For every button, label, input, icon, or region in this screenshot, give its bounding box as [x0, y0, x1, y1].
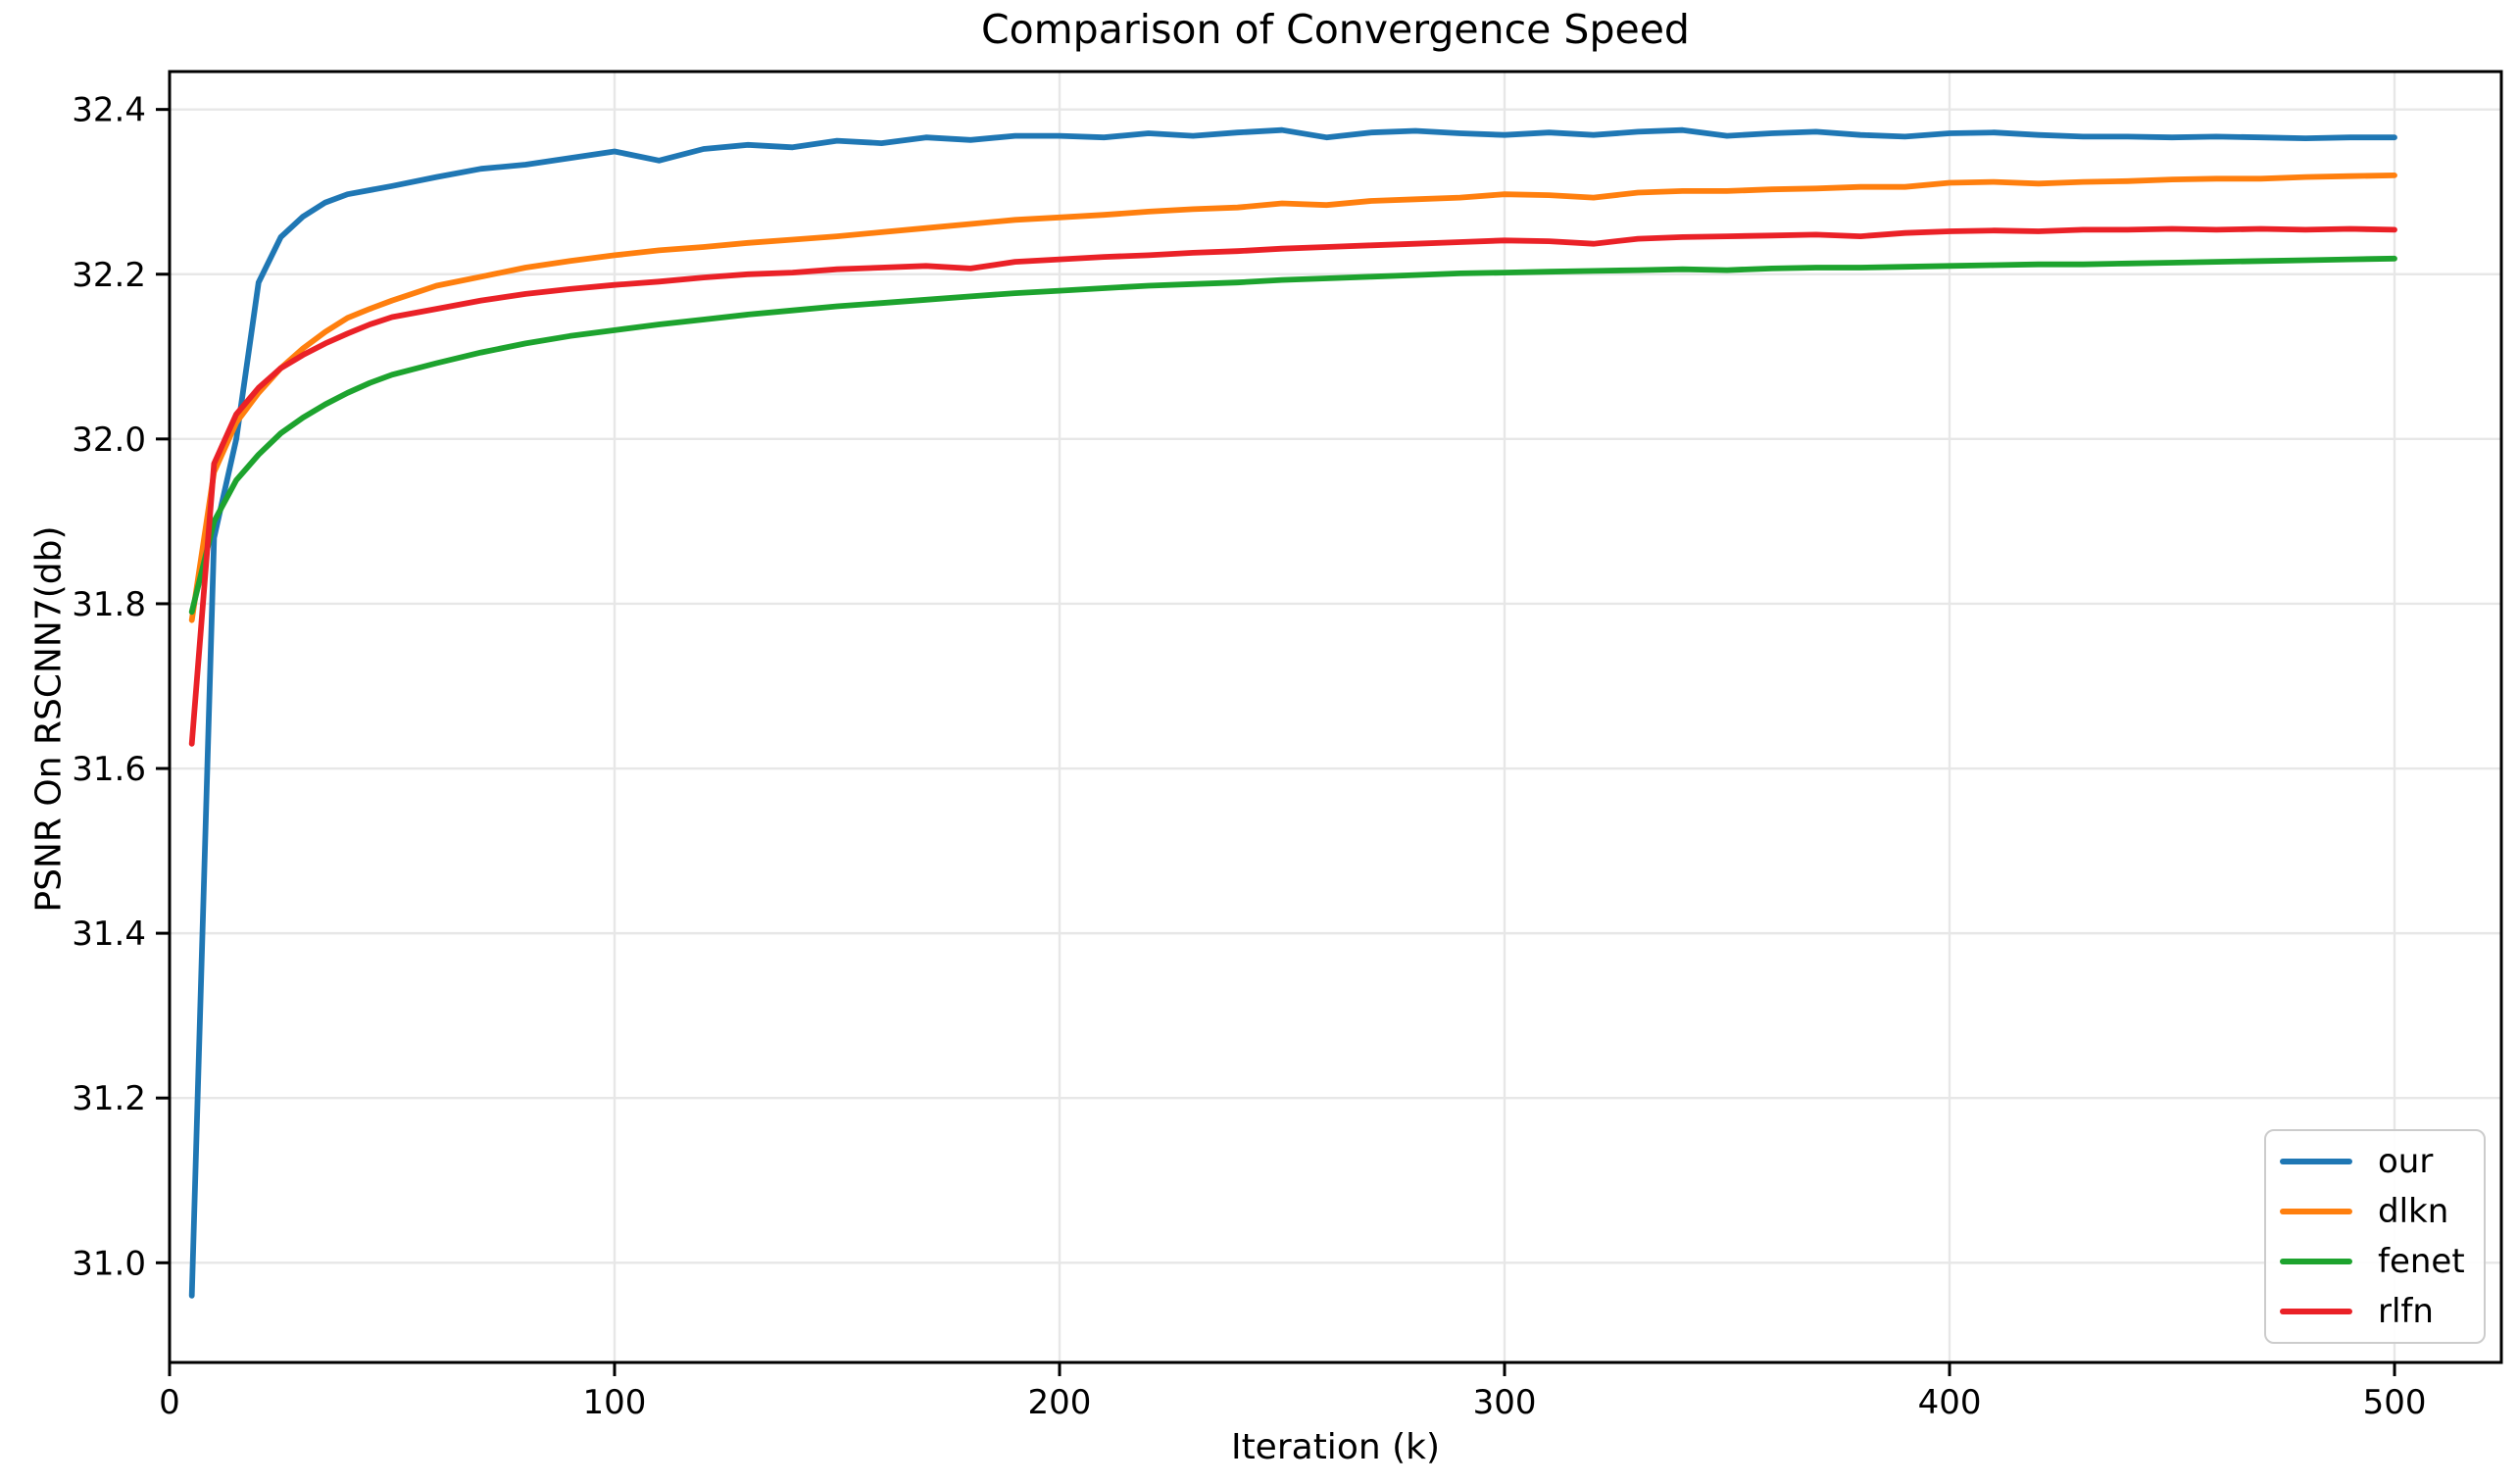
legend-item: rlfn — [2266, 1295, 2484, 1328]
chart-title: Comparison of Convergence Speed — [981, 6, 1690, 53]
x-tick-label: 300 — [1473, 1383, 1537, 1422]
x-tick-label: 200 — [1028, 1383, 1092, 1422]
legend-label: rlfn — [2378, 1291, 2434, 1331]
y-tick-label: 31.6 — [72, 750, 146, 789]
x-axis-label: Iteration (k) — [1230, 1427, 1441, 1467]
legend-swatch-dlkn-line — [2280, 1209, 2352, 1215]
x-tick-label: 100 — [583, 1383, 647, 1422]
y-tick-label: 32.0 — [72, 420, 146, 460]
y-tick-label: 31.0 — [72, 1244, 146, 1283]
axes-spines — [168, 70, 2503, 1364]
legend-swatch-rlfn-line — [2280, 1308, 2352, 1314]
y-tick-label: 31.8 — [72, 585, 146, 624]
y-tick-label: 32.2 — [72, 256, 146, 295]
legend-swatch-fenet-line — [2280, 1258, 2352, 1264]
legend-label: dlkn — [2378, 1192, 2449, 1232]
x-tick-label: 0 — [159, 1383, 180, 1422]
series-line-fenet — [188, 255, 2397, 616]
x-tick-label: 500 — [2363, 1383, 2427, 1422]
y-tick-label: 32.4 — [72, 91, 146, 130]
y-tick-label: 31.2 — [72, 1079, 146, 1118]
series-line-our — [188, 126, 2397, 1299]
legend-item: dlkn — [2266, 1195, 2484, 1228]
series-line-rlfn — [188, 225, 2397, 747]
y-axis-label: PSNR On RSCNN7(db) — [28, 525, 70, 913]
legend-swatch-our-line — [2280, 1159, 2352, 1165]
legend: our dlkn fenet rlfn — [2264, 1129, 2486, 1344]
series-line-dlkn — [188, 172, 2397, 623]
y-tick-label: 31.4 — [72, 915, 146, 954]
x-tick-label: 400 — [1918, 1383, 1982, 1422]
legend-label: our — [2378, 1142, 2434, 1182]
legend-item: fenet — [2266, 1245, 2484, 1278]
legend-label: fenet — [2378, 1241, 2465, 1281]
legend-item: our — [2266, 1145, 2484, 1178]
